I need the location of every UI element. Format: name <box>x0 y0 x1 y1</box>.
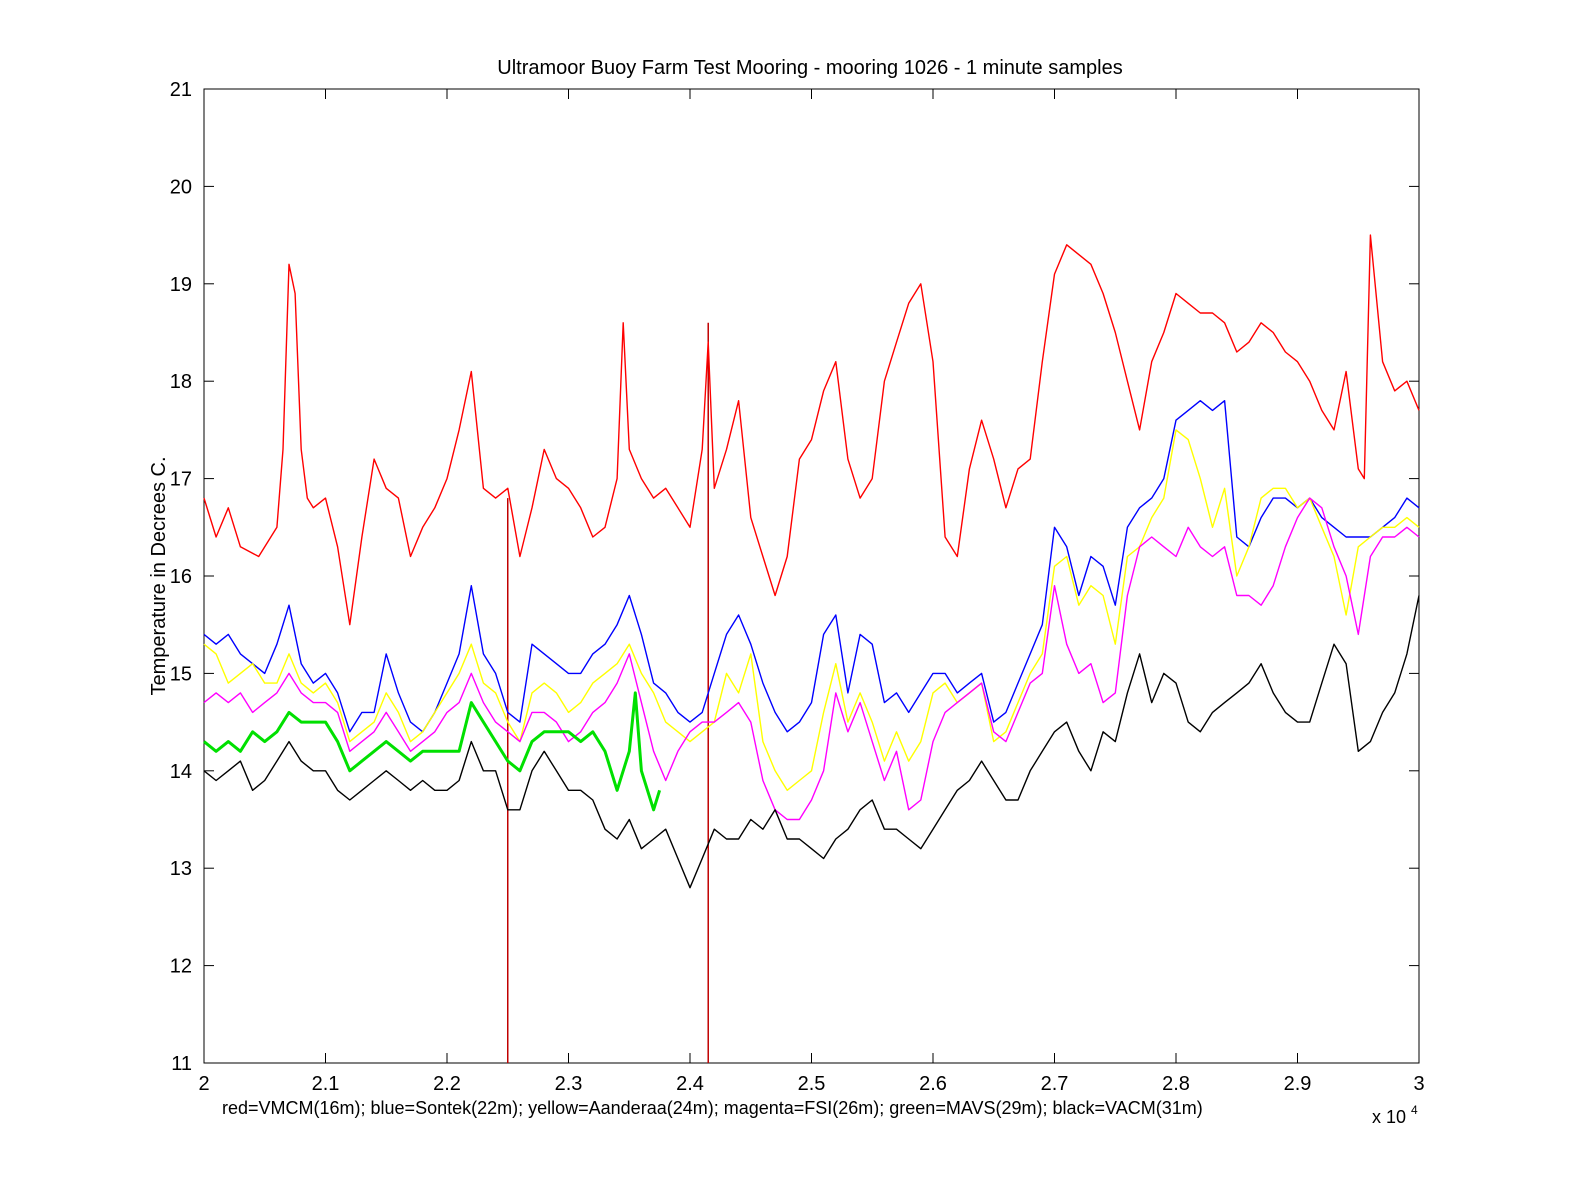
x-tick-label: 2.5 <box>798 1073 826 1095</box>
x-tick-label: 2.2 <box>433 1073 461 1095</box>
y-tick-label: 19 <box>170 274 192 296</box>
y-tick-label: 14 <box>170 761 192 783</box>
x-exponent-base: x 10 <box>1372 1107 1406 1127</box>
x-tick-label: 2 <box>198 1073 209 1095</box>
chart-title: Ultramoor Buoy Farm Test Mooring - moori… <box>497 57 1122 79</box>
y-axis-label: Temperature in Decrees C. <box>148 457 170 696</box>
y-tick-label: 12 <box>170 956 192 978</box>
y-tick-label: 15 <box>170 663 192 685</box>
axis-ticks: 2 2.1 2.2 2.3 2.4 2.5 2.6 2.7 2.8 2.9 3 11 12 13 14 15 1… <box>170 79 1425 1095</box>
x-tick-label: 2.8 <box>1162 1073 1190 1095</box>
y-tick-label: 18 <box>170 371 192 393</box>
data-series <box>203 234 1420 889</box>
x-tick-label: 2.4 <box>676 1073 704 1095</box>
x-tick-label: 2.1 <box>312 1073 340 1095</box>
y-tick-label: 21 <box>170 79 192 101</box>
red-series-line <box>203 234 1420 626</box>
x-tick-label: 2.7 <box>1041 1073 1069 1095</box>
x-axis-label: red=VMCM(16m); blue=Sontek(22m); yellow=… <box>222 1098 1203 1118</box>
x-exponent-label: x 10 4 <box>1372 1103 1418 1127</box>
x-exponent-power: 4 <box>1411 1103 1418 1117</box>
y-tick-label: 13 <box>170 858 192 880</box>
x-tick-label: 2.3 <box>555 1073 583 1095</box>
y-tick-label: 20 <box>170 176 192 198</box>
black-series-line <box>203 595 1420 889</box>
magenta-series-line <box>203 497 1420 821</box>
y-tick-label: 11 <box>171 1053 192 1075</box>
plot-area-frame <box>203 88 1420 1064</box>
blue-series-line <box>203 400 1420 733</box>
y-tick-label: 16 <box>170 566 192 588</box>
x-tick-label: 2.9 <box>1284 1073 1312 1095</box>
y-tick-label: 17 <box>170 469 192 491</box>
x-tick-label: 3 <box>1413 1073 1424 1095</box>
x-tick-label: 2.6 <box>919 1073 947 1095</box>
yellow-series-line <box>203 429 1420 791</box>
green-series-line <box>203 691 662 812</box>
